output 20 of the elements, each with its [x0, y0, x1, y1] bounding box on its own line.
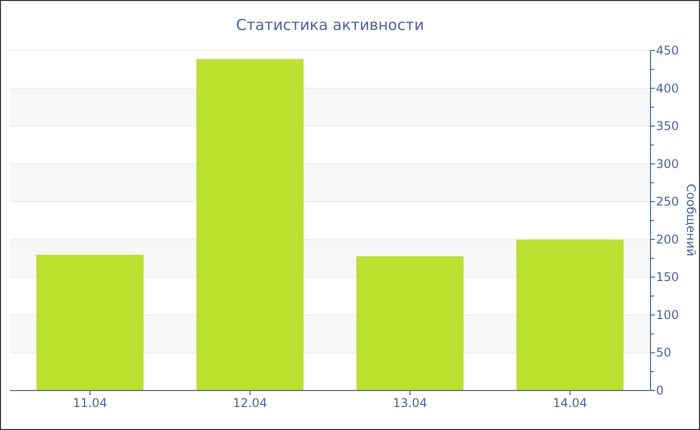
bar [196, 59, 304, 390]
y-tick-label: 400 [656, 81, 679, 96]
y-tick-label: 450 [656, 44, 679, 58]
x-tick-label: 12.04 [232, 396, 268, 410]
y-tick-label: 100 [656, 308, 679, 322]
y-tick-label: 0 [656, 384, 664, 398]
y-tick-label: 200 [656, 232, 679, 246]
x-tick-label: 13.04 [392, 396, 428, 410]
y-tick-label: 50 [656, 346, 672, 360]
y-tick-label: 150 [656, 270, 679, 284]
bar [516, 240, 624, 390]
y-axis-title: Сообщений [684, 184, 698, 256]
bar [36, 254, 144, 390]
y-tick-label: 350 [656, 119, 679, 134]
x-tick-label: 11.04 [72, 396, 108, 410]
y-tick-label: 250 [656, 194, 679, 209]
bar [356, 256, 464, 390]
y-tick-label: 300 [656, 156, 679, 171]
x-tick-label: 14.04 [552, 396, 588, 410]
chart-title: Статистика активности [236, 16, 424, 34]
